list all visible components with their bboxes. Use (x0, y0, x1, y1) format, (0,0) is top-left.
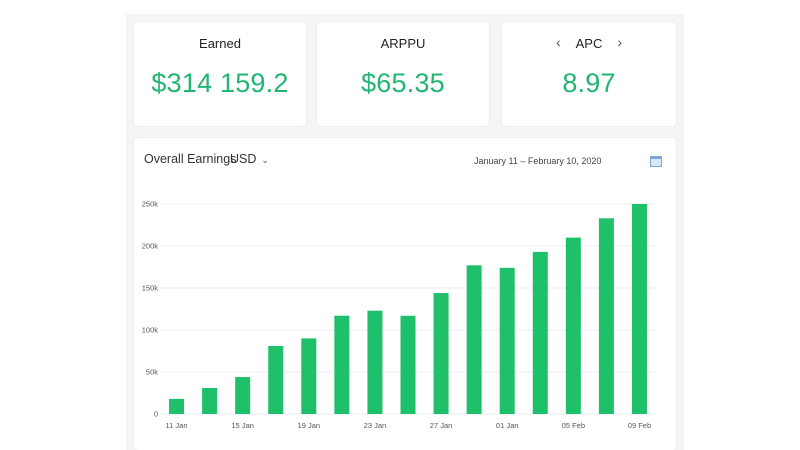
earnings-bar-chart: 0 50k 100k 150k 200k 250k 11 Jan 15 Jan 19 Jan 23… (142, 200, 656, 430)
kpi-value-earned: $314 159.2 (151, 68, 289, 98)
kpi-card-arppu: ARPPU $65.35 (317, 22, 489, 126)
kpi-label-arppu: ARPPU (380, 36, 426, 51)
x-tick-label: 27 Jan (430, 421, 453, 430)
bar[interactable] (400, 315, 416, 414)
bar[interactable] (169, 398, 185, 414)
kpi-card-earned: Earned $314 159.2 (134, 22, 306, 126)
bar[interactable] (367, 310, 383, 414)
kpi-card-apc: ‹ APC › 8.97 (502, 22, 676, 126)
x-tick-label: 23 Jan (364, 421, 387, 430)
bar[interactable] (565, 237, 581, 414)
bar[interactable] (235, 377, 251, 414)
y-tick-label: 0 (154, 410, 158, 419)
kpi-value-apc: 8.97 (562, 68, 616, 98)
kpi-label-earned: Earned (199, 36, 241, 51)
calendar-icon[interactable] (650, 156, 662, 167)
y-tick-label: 50k (146, 368, 158, 377)
bar[interactable] (499, 267, 515, 414)
bar[interactable] (301, 338, 317, 414)
bar[interactable] (598, 218, 614, 414)
bar[interactable] (466, 265, 482, 414)
bar[interactable] (532, 251, 548, 414)
kpi-label-apc: APC (575, 36, 603, 51)
x-tick-label: 15 Jan (231, 421, 254, 430)
date-range: January 11 – February 10, 2020 (474, 156, 602, 166)
kpi-value-arppu: $65.35 (361, 68, 445, 98)
x-tick-label: 19 Jan (298, 421, 321, 430)
bar[interactable] (433, 293, 449, 414)
bar[interactable] (268, 345, 284, 414)
y-tick-label: 100k (142, 326, 159, 335)
x-tick-label: 05 Feb (562, 421, 585, 430)
chevron-right-icon[interactable]: › (617, 34, 622, 50)
earnings-chart-card: Overall Earnings USD ⌄ January 11 – Febru… (134, 138, 676, 450)
chevron-down-icon: ⌄ (261, 155, 269, 165)
bar[interactable] (631, 204, 647, 414)
chart-title: Overall Earnings (144, 152, 237, 166)
bar[interactable] (202, 387, 218, 414)
y-tick-label: 150k (142, 284, 159, 293)
y-tick-label: 200k (142, 242, 159, 251)
currency-dropdown[interactable]: USD ⌄ (230, 152, 269, 166)
x-tick-label: 01 Jan (496, 421, 519, 430)
y-tick-label: 250k (142, 200, 159, 209)
x-tick-label: 09 Feb (628, 421, 651, 430)
x-tick-label: 11 Jan (166, 421, 188, 430)
chevron-left-icon[interactable]: ‹ (556, 34, 561, 50)
bar[interactable] (334, 315, 350, 414)
currency-label: USD (230, 152, 257, 166)
